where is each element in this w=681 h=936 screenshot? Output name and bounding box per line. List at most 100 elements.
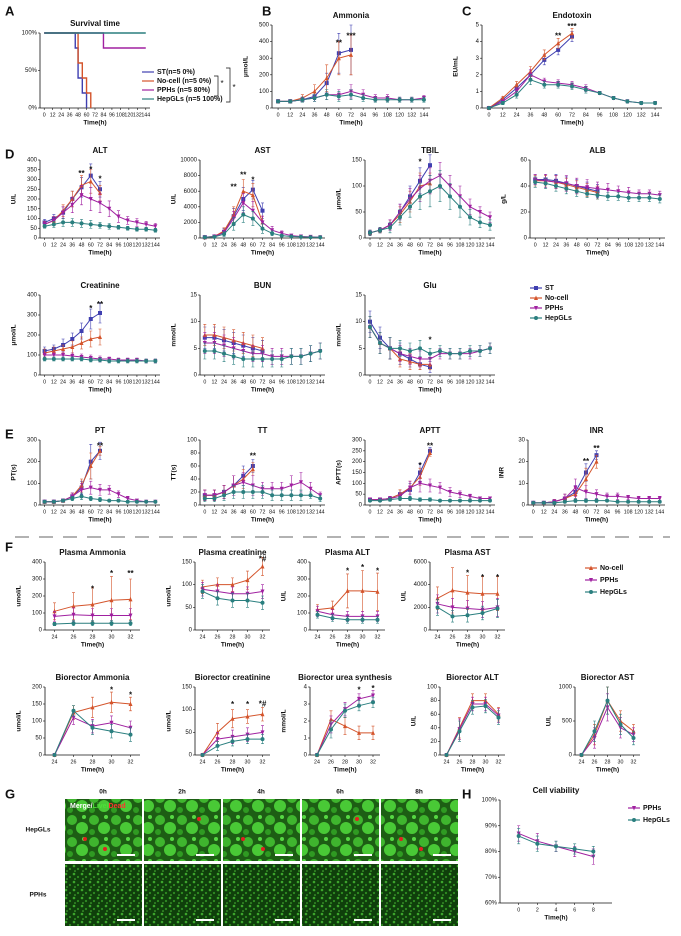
x-tick-label: 120 (133, 242, 142, 248)
time-label: 8h (415, 789, 423, 796)
x-tick-label: 72 (92, 112, 98, 118)
marker (88, 485, 93, 491)
x-tick-label: 32 (128, 759, 134, 765)
marker (336, 55, 341, 61)
significance: * (428, 335, 432, 344)
y-tick-label: 100 (352, 481, 363, 487)
x-tick-label: 12 (51, 242, 57, 248)
x-tick-label: 28 (605, 759, 611, 765)
x-tick-label: 120 (466, 379, 475, 385)
marker (116, 214, 121, 220)
marker (468, 215, 472, 220)
y-axis-label: U/L (171, 194, 178, 205)
y-tick-label: 30 (518, 438, 525, 444)
x-tick-label: 36 (312, 112, 318, 118)
y-tick-label: 100 (182, 707, 193, 713)
x-tick-label: 120 (124, 112, 133, 118)
marker (88, 496, 93, 501)
marker (128, 621, 133, 626)
marker (375, 589, 380, 594)
x-tick-label: 36 (397, 242, 403, 248)
marker (458, 204, 462, 209)
y-tick-label: 5 (359, 346, 363, 352)
x-tick-label: 36 (563, 242, 569, 248)
marker (52, 614, 57, 619)
marker (245, 737, 250, 742)
y-tick-label: 150 (32, 702, 43, 708)
x-tick-label: 12 (377, 379, 383, 385)
x-tick-label: 108 (123, 509, 132, 515)
significance: * (98, 175, 102, 184)
legend-label: PPHs (545, 305, 563, 312)
x-tick-label: 72 (569, 112, 575, 118)
y-tick-label: 0 (194, 373, 198, 379)
x-tick-label: 72 (427, 379, 433, 385)
y-tick-label: 0 (522, 503, 526, 509)
y-tick-label: 20 (430, 739, 437, 745)
marker (250, 490, 255, 494)
significance: ** (250, 451, 257, 460)
significance: *# (259, 699, 267, 708)
marker (556, 47, 561, 52)
legend-label: No-cell (600, 565, 623, 572)
x-tick-label: 32 (631, 759, 637, 765)
chart-title: ALB (589, 146, 606, 155)
dead-cell (355, 817, 359, 821)
y-tick-label: 400 (27, 158, 38, 164)
y-tick-label: 8000 (184, 173, 198, 179)
marker (368, 230, 372, 235)
x-tick-label: 132 (133, 112, 142, 118)
marker (98, 448, 102, 453)
survival-line (44, 32, 88, 108)
x-tick-label: 0 (277, 112, 280, 118)
marker (448, 498, 452, 503)
y-tick-label: 300 (27, 313, 38, 319)
marker (478, 498, 482, 503)
marker (428, 483, 432, 488)
significance: ** (97, 442, 104, 451)
marker (478, 210, 482, 215)
marker (90, 613, 95, 619)
y-tick-label: 200 (27, 459, 38, 465)
marker (212, 234, 217, 239)
survival-line (44, 32, 92, 108)
marker (312, 96, 317, 101)
dead-cell (419, 847, 423, 851)
marker (279, 357, 284, 361)
x-tick-label: 36 (231, 509, 237, 515)
y-tick-label: 100 (297, 611, 308, 617)
y-axis-label: mmol/L (281, 709, 288, 732)
marker (458, 498, 462, 503)
marker (61, 357, 66, 361)
marker (531, 500, 536, 505)
marker (98, 200, 102, 206)
marker (398, 215, 402, 220)
x-tick-label: 96 (279, 242, 285, 248)
marker (61, 346, 66, 351)
marker (289, 354, 294, 359)
marker (553, 184, 558, 188)
marker (318, 496, 323, 501)
y-tick-label: 80 (190, 451, 197, 457)
marker (125, 218, 130, 223)
y-tick-label: 50 (30, 226, 37, 232)
chart-title: BUN (254, 281, 272, 290)
significance: ** (231, 182, 238, 191)
marker (589, 578, 593, 583)
x-tick-label: 24 (315, 634, 321, 640)
marker (270, 228, 275, 233)
x-tick-label: 120 (634, 509, 643, 515)
marker (500, 95, 505, 101)
marker (98, 311, 102, 315)
x-tick-label: 36 (69, 242, 75, 248)
y-tick-label: 0 (359, 503, 363, 509)
marker (70, 344, 75, 349)
marker (543, 181, 548, 186)
x-tick-label: 12 (287, 112, 293, 118)
y-tick-label: 20 (520, 210, 527, 216)
x-tick-label: 108 (609, 112, 618, 118)
x-tick-label: 144 (486, 379, 495, 385)
marker (357, 730, 361, 735)
y-tick-label: 150 (352, 158, 363, 164)
marker (594, 492, 599, 497)
